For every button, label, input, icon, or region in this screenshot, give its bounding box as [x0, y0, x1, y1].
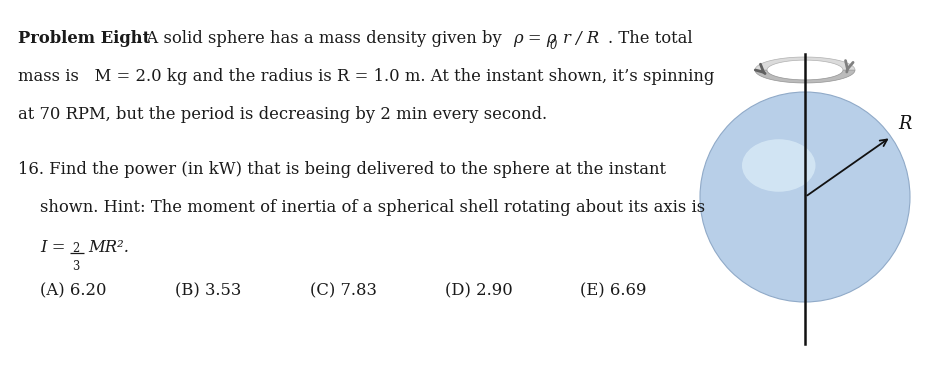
- Ellipse shape: [742, 139, 816, 192]
- PathPatch shape: [755, 70, 855, 83]
- Text: Problem Eight: Problem Eight: [18, 30, 150, 47]
- Text: R: R: [898, 115, 911, 133]
- Text: (D) 2.90: (D) 2.90: [445, 282, 513, 299]
- Text: 0: 0: [550, 39, 557, 52]
- Text: mass is   M = 2.0 kg and the radius is R = 1.0 m. At the instant shown, it’s spi: mass is M = 2.0 kg and the radius is R =…: [18, 68, 714, 85]
- Text: I =: I =: [40, 239, 71, 256]
- PathPatch shape: [755, 57, 855, 70]
- Text: 3: 3: [72, 260, 79, 273]
- Text: 16. Find the power (in kW) that is being delivered to the sphere at the instant: 16. Find the power (in kW) that is being…: [18, 161, 666, 178]
- Text: 2: 2: [72, 242, 79, 255]
- Text: ρ = ρ: ρ = ρ: [513, 30, 556, 47]
- Text: (E) 6.69: (E) 6.69: [580, 282, 647, 299]
- Text: r / R: r / R: [563, 30, 599, 47]
- Text: (B) 3.53: (B) 3.53: [175, 282, 241, 299]
- Text: MR².: MR².: [88, 239, 129, 256]
- Text: (C) 7.83: (C) 7.83: [310, 282, 377, 299]
- Text: . The total: . The total: [608, 30, 692, 47]
- Ellipse shape: [700, 92, 910, 302]
- Text: (A) 6.20: (A) 6.20: [40, 282, 106, 299]
- Text: . A solid sphere has a mass density given by: . A solid sphere has a mass density give…: [136, 30, 507, 47]
- Text: shown. Hint: The moment of inertia of a spherical shell rotating about its axis : shown. Hint: The moment of inertia of a …: [40, 199, 706, 216]
- Text: at 70 RPM, but the period is decreasing by 2 min every second.: at 70 RPM, but the period is decreasing …: [18, 106, 547, 123]
